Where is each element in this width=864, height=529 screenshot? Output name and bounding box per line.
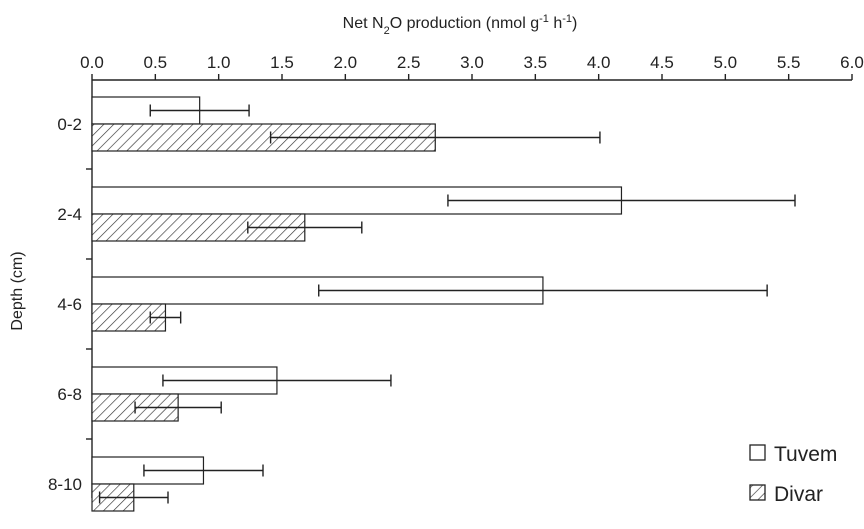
x-axis-title-part: O production (nmol g <box>390 15 539 32</box>
x-tick-label: 3.0 <box>460 53 484 72</box>
x-axis-title-part: -1 <box>562 13 572 25</box>
legend-swatch-tuvem <box>749 444 766 461</box>
category-label: 8-10 <box>48 475 82 494</box>
legend-label-divar: Divar <box>774 483 823 506</box>
x-axis-title: Net N2O production (nmol g-1 h-1) <box>343 13 578 37</box>
category-label: 6-8 <box>57 385 82 404</box>
category-label: 4-6 <box>57 295 82 314</box>
x-tick-label: 0.5 <box>144 53 168 72</box>
x-tick-label: 2.0 <box>334 53 358 72</box>
category-label: 2-4 <box>57 205 82 224</box>
legend-swatch-divar <box>749 484 766 501</box>
x-axis-title-part: 2 <box>384 25 390 37</box>
x-tick-label: 1.5 <box>270 53 294 72</box>
x-tick-label: 4.0 <box>587 53 611 72</box>
legend-label-tuvem: Tuvem <box>774 443 837 466</box>
category-label: 0-2 <box>57 115 82 134</box>
x-tick-label: 5.0 <box>714 53 738 72</box>
x-tick-label: 2.5 <box>397 53 421 72</box>
x-axis-title-part: ) <box>572 15 577 32</box>
x-tick-label: 1.0 <box>207 53 231 72</box>
x-tick-label: 3.5 <box>524 53 548 72</box>
x-tick-label: 0.0 <box>80 53 104 72</box>
x-tick-label: 5.5 <box>777 53 801 72</box>
x-tick-label: 6.0 <box>840 53 864 72</box>
x-tick-label: 4.5 <box>650 53 674 72</box>
x-axis-title-part: h <box>549 15 562 32</box>
x-axis-title-part: -1 <box>539 13 549 25</box>
y-axis-title: Depth (cm) <box>9 251 26 330</box>
x-axis-title-part: Net N <box>343 15 384 32</box>
